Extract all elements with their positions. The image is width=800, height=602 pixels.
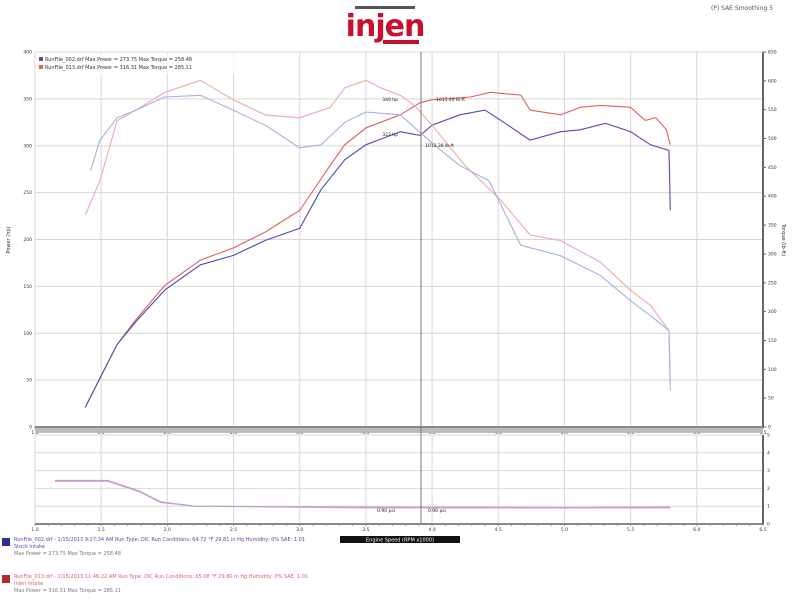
x-tick-label: 5.5 — [627, 527, 634, 533]
y2-tick-label: 250 — [768, 280, 777, 286]
x-tick-label: 2.0 — [164, 527, 171, 533]
x-tick-label: 2.5 — [230, 527, 237, 533]
legend-item: RunFile_002.drf Max Power = 273.75 Max T… — [45, 57, 192, 63]
cursor-label: 1015.49 lb-ft — [436, 97, 465, 103]
cursor-label: 322 hp — [382, 132, 398, 138]
x-tick-label: 3.0 — [296, 527, 303, 533]
x-tick-label: 6.0 — [693, 527, 700, 533]
y-tick-label: 100 — [23, 331, 32, 337]
run-info-blue: RunFile_002.drf - 1/15/2013 9:27:34 AM R… — [14, 537, 305, 558]
logo-tagline-bar — [355, 6, 415, 9]
run-info-line: Injen intake — [14, 581, 44, 587]
y-tick-label: 4 — [767, 450, 770, 456]
y-tick-label: 3 — [767, 468, 770, 474]
legend-swatch-blue — [39, 57, 43, 61]
y-tick-label: 0 — [767, 522, 770, 528]
run-info-line: Stock intake — [14, 544, 45, 550]
y-tick-label: 5 — [767, 433, 770, 439]
y-tick-label: 300 — [23, 143, 32, 149]
logo-underline — [383, 40, 419, 44]
y-tick-label: 2 — [767, 486, 770, 492]
y2-axis-label: Torque (lb-ft) — [780, 223, 786, 256]
main-series-line-1 — [84, 109, 671, 408]
y2-tick-label: 550 — [768, 107, 777, 113]
x-tick-label: 5.0 — [561, 527, 568, 533]
sub-series-line-1 — [54, 479, 671, 509]
sub-cursor-label: 0.90 psi — [428, 508, 446, 514]
y2-tick-label: 400 — [768, 194, 777, 200]
y2-tick-label: 100 — [768, 367, 777, 373]
x-tick-label: 4.5 — [495, 527, 502, 533]
y-tick-label: 150 — [23, 284, 32, 290]
main-series-line-2 — [84, 79, 671, 391]
run-info-line: RunFile_013.drf - 1/15/2013 11:46:22 AM … — [14, 574, 309, 580]
y-tick-label: 0 — [29, 425, 32, 431]
x-axis-label: Engine Speed (RPM x1000) — [366, 538, 434, 544]
run-max-values: Max Power = 273.75 Max Torque = 258.48 — [14, 551, 121, 557]
run-swatch-blue — [2, 538, 10, 546]
main-series-line-3 — [90, 94, 671, 385]
y2-tick-label: 50 — [768, 396, 774, 402]
sub-cursor-label: 0.90 psi — [377, 508, 395, 514]
y2-tick-label: 150 — [768, 338, 777, 344]
legend-box — [38, 54, 278, 74]
y-tick-label: 350 — [23, 96, 32, 102]
x-tick-label: 3.5 — [362, 527, 369, 533]
y2-tick-label: 650 — [768, 50, 777, 56]
injen-logo: injen — [346, 6, 425, 44]
y-tick-label: 400 — [23, 50, 32, 56]
y-tick-label: 250 — [23, 190, 32, 196]
run-max-values: Max Power = 316.31 Max Torque = 285.11 — [14, 588, 121, 594]
settings-text: (P) SAE Smoothing 5 — [711, 5, 773, 12]
y2-tick-label: 600 — [768, 78, 777, 84]
x-axis-label-bg — [340, 536, 460, 543]
y-tick-label: 1 — [767, 504, 770, 510]
plot-area — [34, 434, 764, 525]
x-tick-label: 1.0 — [31, 527, 38, 533]
x-tick-label: 1.5 — [98, 527, 105, 533]
panel-divider — [35, 428, 763, 433]
y2-tick-label: 450 — [768, 165, 777, 171]
y2-tick-label: 500 — [768, 136, 777, 142]
y-tick-label: 200 — [23, 237, 32, 243]
legend-item: RunFile_013.drf Max Power = 316.31 Max T… — [45, 65, 192, 71]
cursor-label: 349 hp — [382, 97, 398, 103]
legend-swatch-red — [39, 65, 43, 69]
y2-tick-label: 0 — [768, 425, 771, 431]
y-axis-label: Power (hp) — [6, 226, 12, 253]
run-swatch-red — [2, 575, 10, 583]
logo-text: injen — [346, 9, 425, 44]
y2-tick-label: 200 — [768, 309, 777, 315]
run-info-line: RunFile_002.drf - 1/15/2013 9:27:34 AM R… — [14, 537, 306, 543]
main-series-line-0 — [84, 91, 671, 408]
run-info-red: RunFile_013.drf - 1/15/2013 11:46:22 AM … — [14, 574, 308, 595]
y2-tick-label: 350 — [768, 223, 777, 229]
x-tick-label: 6.5 — [759, 527, 766, 533]
y2-tick-label: 300 — [768, 251, 777, 257]
cursor-label: 1012.38 lb-ft — [425, 143, 454, 149]
x-tick-label: 4.0 — [429, 527, 436, 533]
x-tick-label: 6.5 — [759, 430, 766, 436]
y-tick-label: 50 — [26, 378, 32, 384]
